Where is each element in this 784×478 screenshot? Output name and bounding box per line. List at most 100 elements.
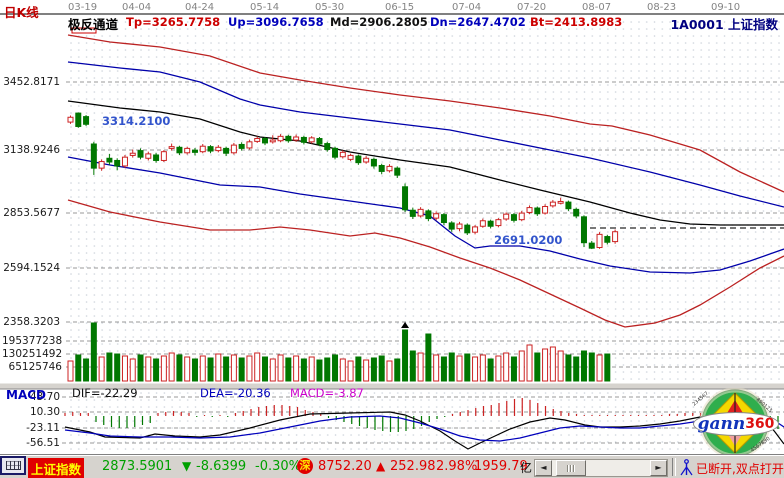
volume-bar — [277, 354, 284, 382]
volume-bar — [355, 356, 362, 382]
volume-bar — [75, 354, 82, 382]
shenzhen-badge[interactable]: 深 — [297, 458, 313, 474]
volume-bar — [184, 356, 191, 382]
volume-marker-triangle — [401, 322, 410, 328]
candlestick — [588, 242, 595, 249]
channel-line-md — [67, 100, 784, 226]
chart-type-label: 日K线 — [4, 5, 39, 20]
volume-bar — [316, 359, 323, 382]
low-annotation: 2691.0200 — [494, 233, 563, 247]
volume-bar — [542, 348, 549, 382]
volume-bar — [518, 350, 525, 382]
price-axis-tick: 3452.8171 — [3, 76, 60, 88]
scroll-right-button[interactable]: ► — [650, 460, 667, 476]
candlestick — [300, 136, 307, 143]
candlestick — [316, 138, 323, 145]
indicator-name-label: 极反通道 — [68, 17, 119, 32]
candlestick — [160, 151, 167, 161]
volume-bar — [308, 356, 315, 382]
candlestick — [542, 206, 549, 214]
candlestick — [285, 135, 292, 142]
connection-antenna-icon — [680, 459, 693, 476]
volume-bar — [573, 356, 580, 382]
volume-bar — [495, 355, 502, 382]
sz-index-value: 8752.20 — [318, 459, 372, 474]
macd-axis-tick: -56.51 — [26, 437, 60, 449]
candlestick — [433, 213, 440, 219]
channel-legend-swatch — [71, 27, 97, 34]
volume-bar — [534, 352, 541, 382]
volume-bar — [394, 358, 401, 382]
candlestick — [487, 220, 494, 227]
index-name-button[interactable]: 上证指数 — [28, 458, 85, 478]
channel-line-tp — [67, 34, 784, 193]
candlestick — [137, 150, 144, 158]
turnover-unit: 亿 — [520, 461, 533, 475]
date-axis-label: 09-10 — [711, 2, 741, 13]
channel-value-label: Dn=2647.4702 — [430, 15, 526, 29]
channel-value-label: Md=2906.2805 — [330, 15, 428, 29]
date-axis-label: 08-07 — [582, 2, 612, 13]
volume-bar — [580, 350, 587, 382]
candlestick — [67, 116, 74, 123]
quote-board-icon[interactable] — [0, 456, 26, 475]
channel-value-label: Up=3096.7658 — [228, 15, 324, 29]
candlestick — [472, 226, 479, 233]
candlestick — [339, 151, 346, 158]
candlestick — [98, 161, 105, 169]
candlestick — [83, 116, 90, 125]
volume-bar — [230, 354, 237, 382]
volume-bar — [67, 360, 74, 382]
gann360-logo-text: gann 360 — [693, 412, 779, 436]
volume-bar — [199, 355, 206, 382]
volume-bar — [479, 354, 486, 382]
candlestick — [612, 231, 619, 243]
statusbar-divider — [672, 458, 676, 476]
candlestick — [370, 158, 377, 167]
candlestick — [215, 146, 222, 152]
candlestick — [153, 154, 160, 161]
symbol-label: 1A0001 上证指数 — [670, 17, 778, 32]
candlestick — [386, 165, 393, 172]
scrollbar-track[interactable] — [586, 460, 650, 476]
candlestick — [168, 146, 175, 149]
volume-bar — [409, 350, 416, 382]
macd-panel-label: MACD — [6, 388, 46, 402]
volume-bar — [456, 355, 463, 382]
macd-axis-tick: 10.30 — [29, 406, 60, 418]
volume-bar — [90, 322, 97, 382]
candlestick — [293, 136, 300, 141]
candlestick — [417, 208, 424, 217]
volume-bar — [363, 359, 370, 382]
volume-axis-tick: 65125746 — [8, 361, 62, 373]
candlestick — [184, 147, 191, 154]
volume-bar — [604, 353, 611, 382]
date-axis-label: 04-04 — [122, 2, 152, 13]
candlestick — [573, 208, 580, 217]
volume-bar — [98, 356, 105, 382]
candlestick — [246, 141, 253, 149]
candlestick — [121, 156, 128, 167]
macd-header-value: DIF=-22.29 — [72, 386, 138, 400]
disconnected-message[interactable]: 已断开,双点打开. — [696, 462, 784, 476]
volume-bar — [160, 355, 167, 382]
horizontal-scrollbar[interactable]: ◄ ► — [534, 459, 668, 477]
volume-bar — [433, 354, 440, 382]
scrollbar-thumb[interactable] — [556, 460, 586, 476]
candlestick — [230, 144, 237, 154]
candlestick — [604, 236, 611, 243]
candlestick — [129, 152, 136, 156]
up-arrow-icon: ▲ — [376, 459, 386, 473]
volume-bar — [153, 358, 160, 382]
kline-chart-canvas[interactable] — [0, 0, 784, 455]
volume-bar — [269, 358, 276, 382]
channel-value-label: Tp=3265.7758 — [126, 15, 221, 29]
candlestick — [425, 210, 432, 220]
candlestick — [75, 112, 82, 127]
scroll-left-button[interactable]: ◄ — [535, 460, 552, 476]
channel-value-label: Bt=2413.8983 — [530, 15, 623, 29]
date-axis-label: 07-04 — [452, 2, 482, 13]
macd-axis-tick: 43.70 — [29, 391, 60, 403]
volume-axis-tick: 130251492 — [2, 348, 63, 360]
